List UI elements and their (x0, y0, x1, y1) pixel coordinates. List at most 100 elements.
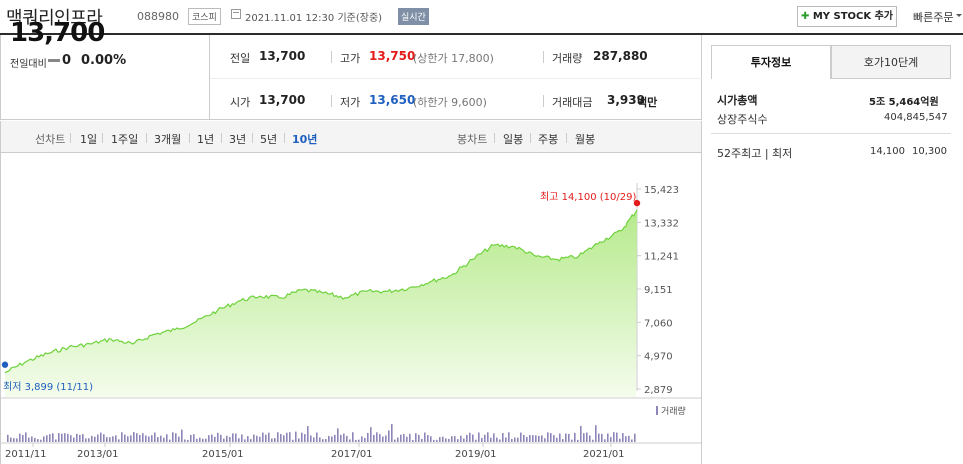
stock-title: 맥쿼리인프라 (6, 8, 103, 29)
volume-bar (622, 433, 624, 442)
toolbar-separator (566, 133, 567, 143)
toolbar-separator (146, 133, 147, 143)
tab-orderbook-10[interactable]: 호가10단계 (831, 45, 951, 79)
volume-bar (508, 432, 510, 442)
volume-bar (322, 439, 324, 442)
volume-bar (136, 433, 138, 442)
stats-separator (331, 51, 332, 63)
plus-icon: ✚ (800, 11, 810, 22)
volume-bar (214, 436, 216, 442)
price-box (0, 35, 210, 120)
volume-bar (316, 432, 318, 442)
volume-bar (340, 434, 342, 442)
volume-bar (130, 435, 132, 442)
tab-investment-info[interactable]: 투자정보 (711, 45, 831, 79)
volume-bar (373, 434, 375, 442)
toolbar-separator (189, 133, 190, 143)
volume-bar (481, 437, 483, 442)
stats-separator (543, 51, 544, 63)
volume-bar (292, 439, 294, 442)
volume-bar (556, 437, 558, 442)
period-1d[interactable]: 1일 (80, 133, 98, 146)
volume-bar (358, 439, 360, 442)
quick-order-button[interactable]: 빠른주문 (913, 9, 963, 25)
volume-bar (10, 437, 12, 442)
period-3y[interactable]: 3년 (229, 133, 247, 146)
toolbar-separator (284, 133, 285, 143)
y-tick-label: 11,241 (644, 252, 679, 263)
y-tick-label: 13,332 (644, 218, 679, 229)
volume-bar (127, 436, 129, 442)
volume-bar (193, 434, 195, 442)
volume-bar (166, 434, 168, 442)
volume-bar (343, 433, 345, 442)
price-area-fill (5, 210, 637, 397)
volume-bar (304, 434, 306, 442)
volume-bar (475, 439, 477, 442)
market-cap-value: 5조 5,464억원 (869, 97, 939, 108)
volume-bar (148, 436, 150, 442)
volume-bar (367, 432, 369, 442)
candle-weekly[interactable]: 주봉 (538, 133, 559, 146)
volume-bar (349, 439, 351, 442)
period-10y[interactable]: 10년 (292, 133, 318, 146)
volume-bar (403, 433, 405, 442)
volume-bar (625, 436, 627, 442)
volume-bar (76, 433, 78, 442)
volume-bar (286, 432, 288, 442)
realtime-badge[interactable]: 실시간 (398, 8, 429, 25)
volume-bar (418, 434, 420, 442)
volume-bar (325, 439, 327, 442)
candle-daily[interactable]: 일봉 (503, 133, 524, 146)
volume-bar (241, 434, 243, 442)
change-label: 전일대비 (10, 59, 47, 70)
volume-bar (370, 427, 372, 442)
volume-bar (490, 437, 492, 442)
amount-label: 거래대금 (552, 96, 593, 109)
chart-toolbar (0, 121, 702, 153)
volume-bar (535, 435, 537, 442)
volume-bar (361, 436, 363, 442)
period-1y[interactable]: 1년 (197, 133, 215, 146)
volume-bar (445, 438, 447, 442)
volume-bar (436, 439, 438, 442)
volume-bar (118, 439, 120, 442)
volume-bar (187, 439, 189, 442)
stats-separator (543, 95, 544, 107)
mystock-add-button[interactable]: ✚ MY STOCK 추가 (797, 6, 897, 27)
volume-bar (409, 433, 411, 442)
volume-bar (268, 432, 270, 442)
tab-underline (711, 79, 951, 80)
volume-bar (232, 433, 234, 442)
period-3m[interactable]: 3개월 (154, 133, 182, 146)
volume-bar (61, 433, 63, 442)
volume-bar (250, 439, 252, 442)
volume-bar (205, 438, 207, 442)
volume-bar (145, 435, 147, 442)
volume-bar (415, 433, 417, 442)
toolbar-separator (252, 133, 253, 143)
change-percent: 0.00% (81, 53, 127, 68)
volume-bar (262, 432, 264, 442)
high-label: 고가 (340, 52, 361, 65)
volume-bar (85, 438, 87, 442)
low-annotation: 최저 3,899 (11/11) (3, 381, 93, 393)
volume-bar (13, 438, 15, 442)
volume-bar (628, 435, 630, 442)
candle-monthly[interactable]: 월봉 (575, 133, 596, 146)
y-tick-label: 15,423 (644, 185, 679, 196)
volume-bar (97, 434, 99, 442)
volume-bar (394, 439, 396, 442)
volume-bar (37, 439, 39, 442)
volume-bar (124, 434, 126, 442)
period-5y[interactable]: 5년 (260, 133, 278, 146)
period-1w[interactable]: 1주일 (111, 133, 139, 146)
volume-bar (496, 437, 498, 442)
volume-bar (70, 435, 72, 442)
volume-bar (517, 437, 519, 442)
volume-bar (25, 432, 27, 442)
y-tick-label: 2,879 (644, 385, 673, 396)
y-tick-label: 4,970 (644, 352, 673, 363)
volume-bar (307, 426, 309, 442)
volume-bar (385, 435, 387, 442)
